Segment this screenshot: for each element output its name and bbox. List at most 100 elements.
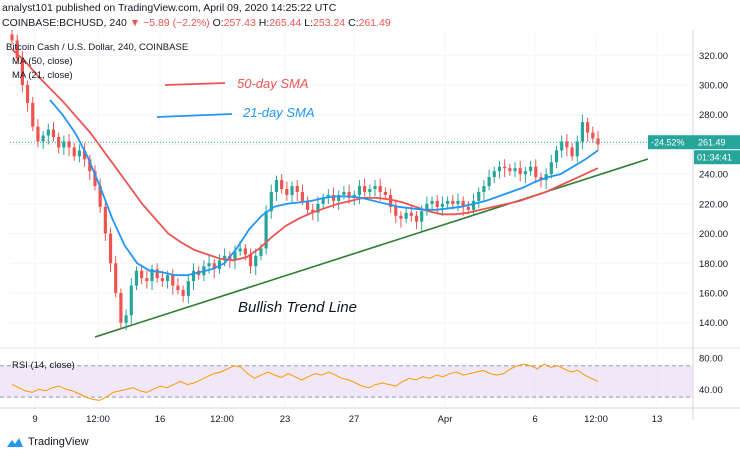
candle-body [264, 211, 268, 249]
trend-line-path [94, 158, 649, 338]
sma21-label-swatch [156, 113, 233, 118]
candle-body [46, 129, 50, 136]
candle-body [497, 166, 502, 172]
moving-averages [10, 48, 693, 277]
candle-body [280, 180, 284, 189]
trend-annotation: Bullish Trend Line [238, 299, 357, 316]
candle-body [560, 141, 564, 151]
candle-body [440, 203, 445, 207]
y-tick-label: 320.00 [699, 51, 728, 62]
publish-line: analyst101 published on TradingView.com,… [2, 2, 337, 14]
countdown-tag: 01:34:41 [697, 153, 732, 163]
candle-body [492, 171, 496, 178]
candle-body [513, 168, 517, 172]
candles [10, 30, 600, 331]
candle-body [409, 212, 413, 216]
candle-body [31, 102, 35, 127]
candle-body [388, 194, 393, 207]
candle-body [586, 122, 590, 133]
y-tick-label: 160.00 [699, 289, 728, 300]
trend-line [94, 158, 649, 338]
candle-body [430, 200, 434, 204]
price-tag-bg [648, 135, 740, 150]
low-label: L: [304, 17, 314, 29]
candle-body [342, 191, 346, 195]
candle-body [347, 191, 351, 198]
candle-body [10, 34, 14, 41]
candle-body [269, 191, 273, 212]
candle-body [461, 200, 465, 207]
candle-body [181, 290, 185, 296]
candle-body [238, 248, 242, 252]
close-value: 261.49 [358, 17, 391, 29]
candle-body [300, 191, 305, 201]
candle-body [25, 85, 30, 103]
candle-body [471, 200, 476, 210]
candle-body [575, 141, 579, 157]
rsi-band [0, 365, 693, 398]
candle-body [451, 200, 455, 204]
candle-body [363, 186, 367, 192]
candle-body [591, 132, 595, 139]
rsi-line [11, 363, 599, 401]
rsi-y-tick-label: 40.00 [699, 385, 723, 396]
candle-body [140, 270, 144, 279]
candle-body [518, 168, 522, 175]
candle-body [93, 171, 97, 187]
symbol-label: COINBASE:BCHUSD, 240 [2, 17, 127, 29]
candle-body [108, 233, 113, 264]
x-tick-label: 13 [652, 414, 663, 425]
y-tick-label: 200.00 [699, 229, 728, 240]
candle-body [404, 212, 408, 219]
candle-body [337, 194, 341, 201]
tradingview-logo-icon [7, 438, 23, 447]
axes: 320.00300.00280.00260.00240.00220.00200.… [32, 51, 740, 425]
x-tick-label: 9 [32, 414, 37, 425]
y-tick-label: 240.00 [699, 170, 728, 181]
candle-body [171, 275, 175, 286]
annotations: RSI (14, close) Bitcoin Cash / U.S. Dolla… [6, 42, 357, 371]
candle-body [36, 126, 40, 142]
candle-body [223, 255, 227, 261]
candle-body [88, 159, 92, 172]
candle-body [508, 168, 512, 172]
change-value: ▼ −5.89 (−2.2%) [129, 17, 210, 29]
candle-body [539, 177, 543, 181]
candle-body [160, 278, 164, 282]
candle-body [331, 194, 336, 201]
x-tick-label: Apr [438, 414, 453, 425]
chart-title: Bitcoin Cash / U.S. Dollar, 240, COINBAS… [6, 42, 188, 53]
candle-body [129, 285, 133, 316]
close-label: C: [348, 17, 359, 29]
candle-body [285, 189, 289, 195]
candle-body [368, 189, 372, 192]
candle-body [103, 206, 107, 234]
x-tick-label: 27 [349, 414, 360, 425]
candle-body [72, 147, 76, 157]
candle-body [119, 293, 123, 323]
candle-body [155, 269, 159, 279]
candle-body [305, 200, 310, 210]
candle-body [134, 270, 139, 286]
candle-body [425, 203, 429, 212]
candle-body [20, 58, 24, 85]
candle-body [254, 255, 258, 267]
candle-body [456, 200, 460, 204]
candle-body [243, 248, 247, 255]
candle-body [67, 141, 71, 148]
candle-body [503, 166, 507, 169]
candle-body [207, 263, 211, 267]
brand-name: TradingView [28, 436, 89, 448]
candle-body [523, 171, 527, 175]
candle-body [435, 200, 439, 207]
y-tick-label: 280.00 [699, 110, 728, 121]
candle-body [570, 147, 574, 157]
y-tick-label: 180.00 [699, 259, 728, 270]
x-tick-label: 12:00 [584, 414, 608, 425]
candle-body [383, 191, 387, 195]
candle-body [534, 166, 538, 178]
candle-body [98, 186, 102, 207]
tradingview-brand[interactable]: TradingView [6, 436, 89, 448]
candle-body [487, 177, 491, 187]
